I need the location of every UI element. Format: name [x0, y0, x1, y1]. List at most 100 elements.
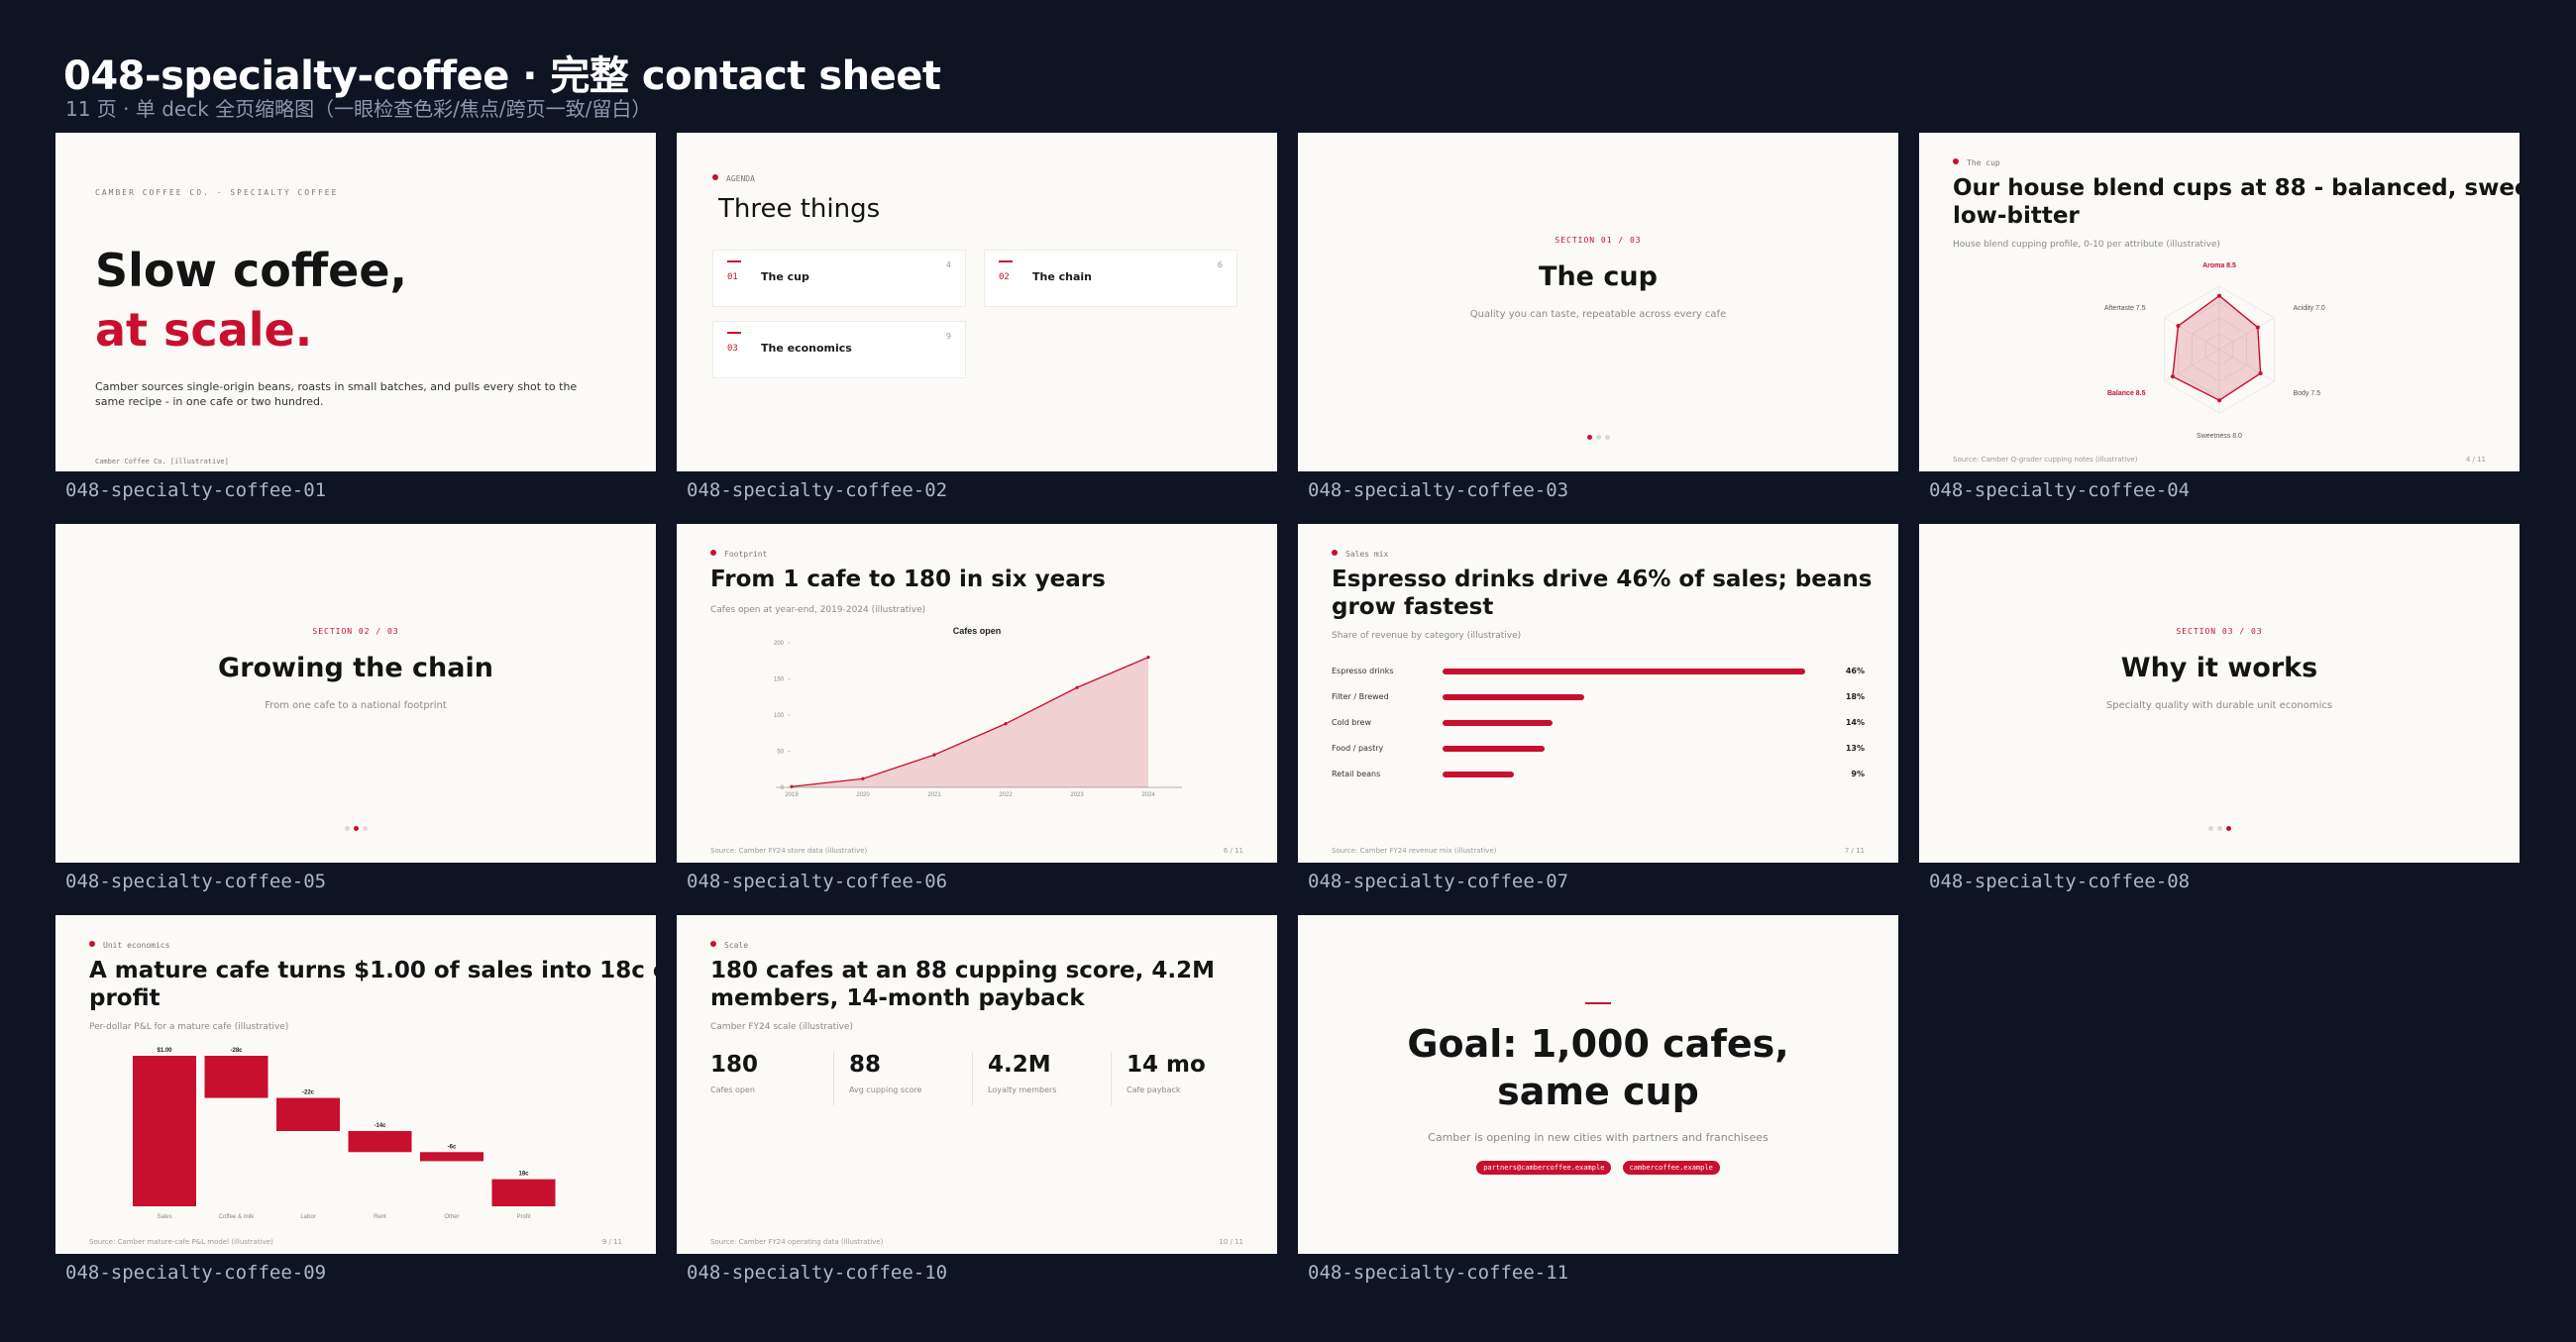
- x-tick-label: 2019: [785, 792, 799, 798]
- waterfall-value-label: -14c: [374, 1123, 386, 1129]
- waterfall-category-label: Sales: [157, 1214, 171, 1220]
- waterfall-value-label: $1.00: [157, 1048, 172, 1054]
- radar-axis-spoke: [2164, 317, 2220, 351]
- section-progress-dots: [1919, 816, 2520, 835]
- kpi-label: Cafe payback: [1127, 1085, 1181, 1094]
- slide-thumbnail-08[interactable]: SECTION 03 / 03 Why it works Specialty q…: [1919, 524, 2520, 863]
- slide-caption: 048-specialty-coffee-11: [1308, 1262, 1569, 1284]
- slide-title-line: profit: [89, 985, 161, 1011]
- slide-thumbnail-04[interactable]: The cup Our house blend cups at 88 - bal…: [1919, 133, 2520, 471]
- kpi-label: Avg cupping score: [849, 1085, 922, 1094]
- waterfall-value-label: -28c: [230, 1048, 243, 1054]
- slide-thumbnail-09[interactable]: Unit economics A mature cafe turns $1.00…: [55, 915, 656, 1254]
- bar-value-label: 18%: [1845, 692, 1865, 701]
- kpi-divider: [833, 1052, 834, 1105]
- bar: [1443, 720, 1554, 726]
- slide-title-line: Slow coffee,: [95, 244, 408, 297]
- waterfall-value-label: 18c: [518, 1172, 529, 1178]
- slide-thumbnail-01[interactable]: CAMBER COFFEE CO. · SPECIALTY COFFEE Slo…: [55, 133, 656, 471]
- kpi-value: 88: [849, 1052, 882, 1078]
- radar-axis-label: Body 7.5: [2293, 390, 2320, 397]
- bar: [1443, 772, 1514, 777]
- email-chip[interactable]: partners@cambercoffee.example: [1476, 1161, 1612, 1175]
- slide-thumbnail-02[interactable]: AGENDA Three things 01 The cup 4 02 The …: [677, 133, 1277, 471]
- radar-point: [2170, 374, 2175, 379]
- horizontal-bar-chart: Espresso drinks 46% Filter / Brewed 18% Cold…: [1298, 524, 1898, 863]
- slide-caption: 048-specialty-coffee-01: [65, 479, 327, 501]
- slide-footer: Source: Camber FY24 operating data (illu…: [710, 1238, 884, 1246]
- y-tick-label: 50: [777, 750, 784, 756]
- waterfall-bar: [420, 1152, 483, 1162]
- radar-axis-spoke: [2218, 349, 2275, 382]
- kpi-value: 4.2M: [988, 1052, 1051, 1078]
- section-progress-dots: [1298, 425, 1898, 444]
- radar-series-area: [2172, 294, 2262, 402]
- slide-thumbnail-05[interactable]: SECTION 02 / 03 Growing the chain From o…: [55, 524, 656, 863]
- closing-title-line: Goal: 1,000 cafes,: [1407, 1022, 1789, 1066]
- slide-kicker: Sales mix: [1332, 550, 1388, 559]
- waterfall-category-label: Profit: [516, 1214, 530, 1220]
- section-progress-dots: [55, 816, 656, 835]
- kpi-divider: [1111, 1052, 1112, 1105]
- slide-footer: Source: Camber FY24 revenue mix (illustr…: [1332, 847, 1497, 855]
- waterfall-bar: [204, 1056, 268, 1098]
- radar-axis-label: Aroma 8.5: [2202, 262, 2236, 269]
- slide-subtitle: House blend cupping profile, 0-10 per at…: [1953, 240, 2220, 250]
- radar-axis-label: Sweetness 8.0: [2197, 433, 2242, 440]
- agenda-card-3[interactable]: 03 The economics 9: [712, 321, 966, 378]
- x-tick-label: 2021: [927, 792, 941, 798]
- slide-title-line: grow fastest: [1332, 594, 1494, 620]
- area-point: [1004, 722, 1008, 726]
- waterfall-category-label: Other: [444, 1214, 459, 1220]
- bar-value-label: 13%: [1845, 744, 1865, 753]
- slide-body-line: Camber sources single-origin beans, roas…: [95, 380, 578, 393]
- y-tick-label: 150: [774, 677, 785, 683]
- radar-axis-label: Acidity 7.0: [2293, 305, 2324, 312]
- area-point: [932, 753, 936, 757]
- slide-title-line: Espresso drinks drive 46% of sales; bean…: [1332, 567, 1873, 592]
- slide-title-line: members, 14-month payback: [710, 985, 1085, 1011]
- area-point: [1146, 656, 1150, 660]
- closing-subtitle: Camber is opening in new cities with par…: [1428, 1131, 1769, 1144]
- radar-point: [2258, 371, 2263, 375]
- website-chip[interactable]: cambercoffee.example: [1622, 1161, 1720, 1175]
- slide-caption: 048-specialty-coffee-08: [1929, 871, 2191, 892]
- waterfall-bar: [491, 1179, 556, 1206]
- slide-caption: 048-specialty-coffee-03: [1308, 479, 1569, 501]
- slide-thumbnail-06[interactable]: Footprint From 1 cafe to 180 in six year…: [677, 524, 1277, 863]
- closing-title-line: same cup: [1497, 1070, 1699, 1113]
- area-point: [790, 784, 794, 788]
- slide-caption: 048-specialty-coffee-06: [687, 871, 948, 892]
- radar-axis-spoke: [2218, 317, 2275, 351]
- slide-footer: Camber Coffee Co. [illustrative]: [95, 458, 229, 465]
- waterfall-category-label: Labor: [300, 1214, 315, 1220]
- section-subtitle: Quality you can taste, repeatable across…: [1469, 309, 1727, 320]
- agenda-card-1[interactable]: 01 The cup 4: [712, 250, 966, 307]
- section-title: Why it works: [2120, 653, 2318, 683]
- slide-footer: Source: Camber FY24 store data (illustra…: [710, 847, 868, 855]
- slide-thumbnail-03[interactable]: SECTION 01 / 03 The cup Quality you can …: [1298, 133, 1898, 471]
- slide-thumbnail-07[interactable]: Sales mix Espresso drinks drive 46% of s…: [1298, 524, 1898, 863]
- area-chart: Cafes open 0 50 100 150 200 2019 2020 2021 2022 20…: [774, 626, 1182, 798]
- slide-subtitle: Share of revenue by category (illustrati…: [1332, 631, 1522, 641]
- slide-thumbnail-10[interactable]: Scale 180 cafes at an 88 cupping score, …: [677, 915, 1277, 1254]
- slide-thumbnail-11[interactable]: Goal: 1,000 cafes, same cup Camber is op…: [1298, 915, 1898, 1254]
- radar-point: [2217, 293, 2221, 298]
- agenda-count: 9: [945, 332, 951, 341]
- kpi-value: 180: [710, 1052, 759, 1078]
- slide-page-number: 10 / 11: [1219, 1238, 1243, 1246]
- x-tick-label: 2023: [1070, 792, 1084, 798]
- slide-subtitle: Camber FY24 scale (illustrative): [710, 1022, 853, 1032]
- agenda-number: 02: [999, 272, 1010, 282]
- radar-point: [2255, 325, 2260, 330]
- area-series-line: [791, 657, 1149, 787]
- agenda-card-2[interactable]: 02 The chain 6: [984, 250, 1237, 307]
- bar-category-label: Retail beans: [1332, 770, 1381, 778]
- slide-caption: 048-specialty-coffee-07: [1308, 871, 1569, 892]
- agenda-count: 6: [1217, 260, 1223, 269]
- slide-caption: 048-specialty-coffee-02: [687, 479, 948, 501]
- slide-page-number: 4 / 11: [2465, 456, 2486, 464]
- section-kicker: SECTION 03 / 03: [2176, 627, 2263, 636]
- radar-point: [2176, 324, 2181, 328]
- waterfall-category-label: Rent: [374, 1214, 386, 1220]
